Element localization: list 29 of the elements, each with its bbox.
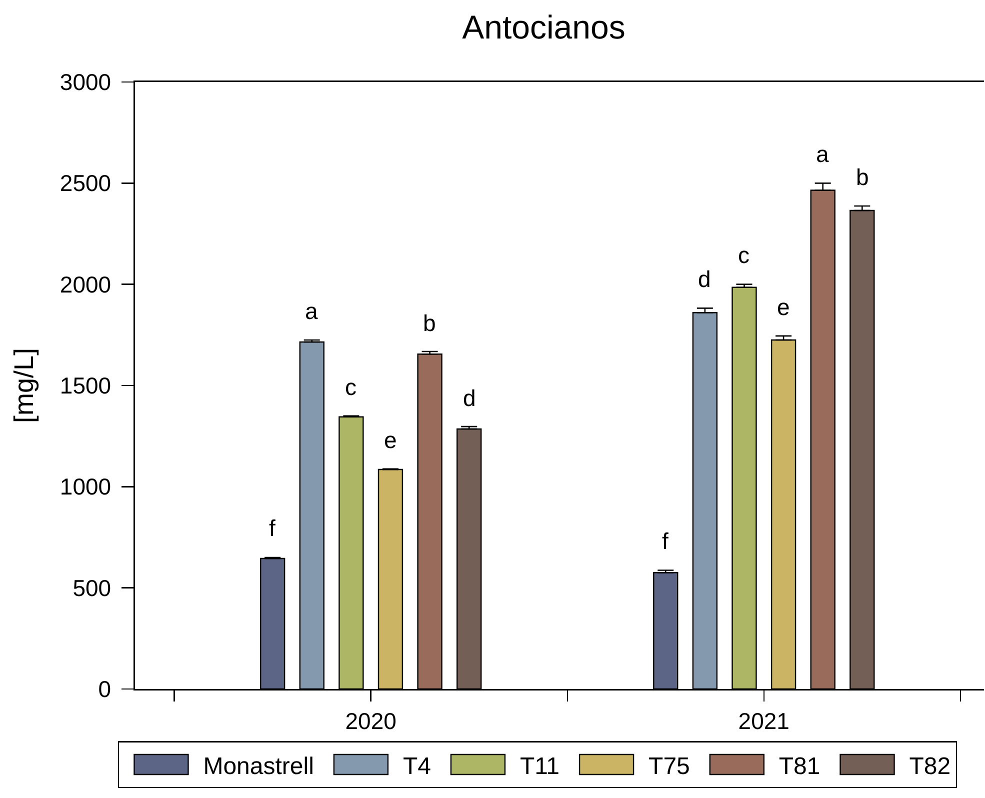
data-label: e [384,427,397,453]
legend-label: T11 [520,752,560,780]
x-tick-label: 2021 [738,708,790,734]
legend-label: T82 [909,752,951,780]
data-label: b [423,310,436,336]
chart-title: Antocianos [462,8,626,46]
data-label: d [463,385,476,411]
data-label: a [305,298,318,324]
y-tick-label: 1500 [60,372,112,399]
legend-label: T4 [402,752,431,780]
legend-label: Monastrell [203,752,314,780]
y-axis-title: [mg/L] [9,348,40,424]
y-tick-label: 0 [98,676,112,702]
y-tick-label: 2000 [60,271,112,298]
data-label: d [698,266,711,292]
x-tick-label: 2020 [345,708,396,734]
data-label: e [777,294,790,320]
y-tick-label: 1000 [60,474,112,500]
y-tick-label: 2500 [60,170,112,196]
data-label: f [269,515,276,541]
legend-label: T81 [778,752,820,780]
data-label: b [856,164,869,190]
legend-label: T75 [648,752,690,780]
data-label: c [738,242,750,268]
y-tick-label: 3000 [60,69,112,96]
y-tick-label: 500 [72,574,112,601]
data-label: a [816,141,829,167]
data-label: c [345,374,356,400]
data-label: f [662,528,669,554]
